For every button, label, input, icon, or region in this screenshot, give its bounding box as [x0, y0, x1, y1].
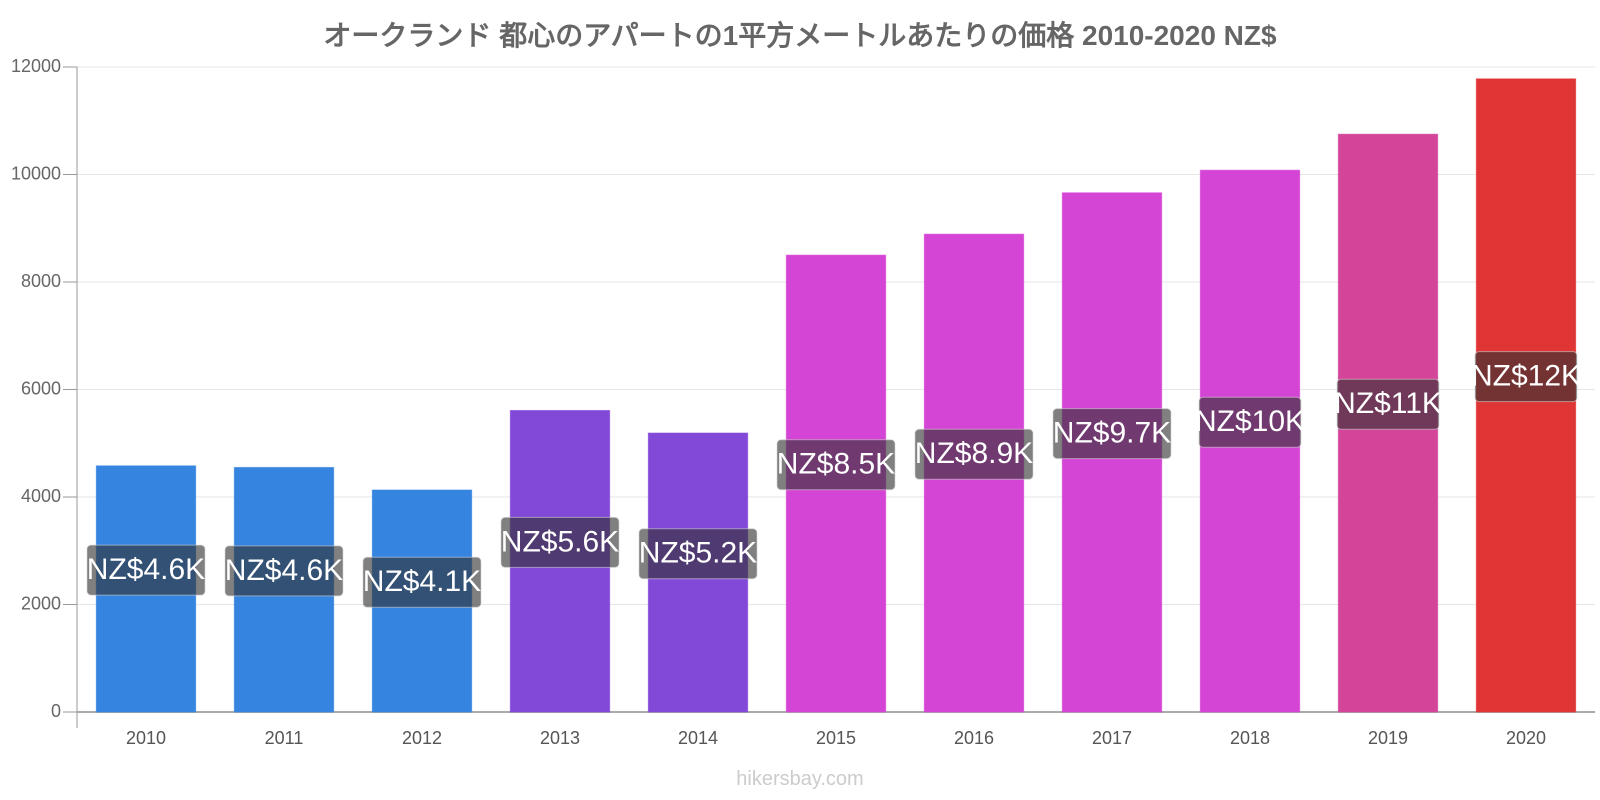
data-label: NZ$4.1K: [363, 565, 481, 598]
data-label-box: [1474, 351, 1578, 403]
y-tick-label: 0: [51, 701, 61, 721]
x-tick-label: 2014: [678, 728, 718, 748]
x-tick-label: 2013: [540, 728, 580, 748]
y-tick-label: 2000: [21, 593, 61, 613]
data-label: NZ$8.5K: [777, 448, 895, 481]
data-label: NZ$4.6K: [225, 554, 343, 587]
data-label-box: [914, 428, 1034, 480]
x-tick-label: 2016: [954, 728, 994, 748]
data-label: NZ$8.9K: [915, 437, 1033, 470]
data-label-box: [500, 516, 620, 568]
x-tick-label: 2017: [1092, 728, 1132, 748]
chart-title: オークランド 都心のアパートの1平方メートルあたりの価格 2010-2020 N…: [323, 20, 1277, 51]
x-tick-label: 2020: [1506, 728, 1546, 748]
y-tick-label: 4000: [21, 486, 61, 506]
data-label: NZ$5.6K: [501, 525, 619, 558]
y-tick-label: 8000: [21, 271, 61, 291]
x-tick-label: 2019: [1368, 728, 1408, 748]
y-tick-label: 6000: [21, 378, 61, 398]
data-label-box: [362, 556, 482, 608]
data-label: NZ$4.6K: [87, 553, 205, 586]
data-label-box: [86, 544, 206, 596]
x-tick-label: 2012: [402, 728, 442, 748]
data-label: NZ$11K: [1334, 387, 1442, 420]
data-label: NZ$10K: [1195, 405, 1305, 438]
y-tick-label: 12000: [11, 56, 61, 76]
data-label-box: [224, 545, 344, 597]
x-tick-label: 2010: [126, 728, 166, 748]
data-label: NZ$9.7K: [1053, 416, 1171, 449]
data-label-box: [776, 439, 896, 491]
x-tick-label: 2015: [816, 728, 856, 748]
data-label: NZ$12K: [1471, 360, 1581, 393]
y-tick-label: 10000: [11, 163, 61, 183]
data-label-box: [1336, 378, 1440, 430]
x-tick-label: 2018: [1230, 728, 1270, 748]
data-label-box: [1198, 396, 1302, 448]
data-label: NZ$5.2K: [639, 537, 757, 570]
x-tick-label: 2011: [265, 728, 304, 748]
data-label-box: [638, 528, 758, 580]
data-label-box: [1052, 408, 1172, 460]
watermark: hikersbay.com: [736, 768, 864, 790]
